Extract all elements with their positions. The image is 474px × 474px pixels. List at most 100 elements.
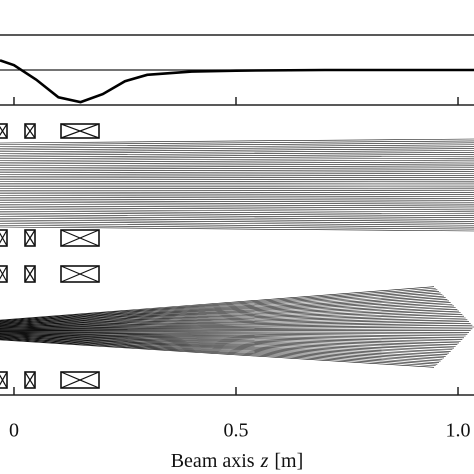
ray	[0, 214, 474, 218]
ray	[0, 195, 474, 197]
ray	[0, 335, 451, 352]
ray	[0, 167, 474, 170]
ray	[0, 159, 474, 163]
ray	[0, 152, 474, 156]
ray	[0, 161, 474, 165]
ray	[0, 292, 441, 322]
ray	[0, 169, 474, 172]
magnet	[0, 265, 8, 283]
ray	[0, 333, 461, 342]
magnet-cross	[60, 265, 100, 283]
ray	[0, 189, 474, 192]
ray	[0, 207, 474, 211]
ray	[0, 332, 465, 339]
ray	[0, 200, 474, 203]
ray	[0, 330, 470, 333]
ray	[0, 333, 460, 344]
ray	[0, 310, 460, 327]
ray	[0, 291, 440, 322]
ray	[0, 317, 466, 329]
ray	[0, 221, 474, 226]
magnet-cross	[24, 229, 36, 247]
ray	[0, 223, 474, 228]
ray	[0, 294, 443, 323]
ray	[0, 140, 474, 146]
ray	[0, 216, 474, 220]
ray	[0, 331, 466, 337]
ray	[0, 165, 474, 168]
magnet-cross	[24, 123, 36, 139]
ray	[0, 299, 448, 324]
ray	[0, 289, 438, 322]
ray	[0, 314, 463, 328]
ray	[0, 339, 435, 368]
ray	[0, 336, 448, 355]
x-tick-label: 1.0	[446, 420, 471, 442]
ray-fans	[0, 138, 474, 368]
ray	[0, 334, 455, 349]
ray	[0, 335, 450, 354]
ray	[0, 295, 445, 323]
ray	[0, 209, 474, 213]
ray	[0, 177, 474, 179]
ray	[0, 337, 445, 359]
magnet-cross	[24, 371, 36, 389]
ray	[0, 144, 474, 149]
magnet-cross	[60, 123, 100, 139]
ray	[0, 303, 453, 325]
ray	[0, 226, 474, 232]
ray	[0, 203, 474, 207]
ray	[0, 178, 474, 181]
ray	[0, 336, 446, 357]
ray	[0, 224, 474, 230]
ray	[0, 334, 456, 347]
ray	[0, 210, 474, 215]
magnet-cross	[24, 265, 36, 283]
magnet	[0, 229, 8, 247]
magnet-cross	[0, 229, 8, 244]
magnet-cross	[60, 229, 100, 247]
ray	[0, 198, 474, 201]
ray	[0, 157, 474, 161]
x-tick-label: 0.5	[224, 420, 249, 442]
ray	[0, 173, 474, 175]
ray	[0, 338, 440, 363]
ray	[0, 338, 441, 362]
ray	[0, 217, 474, 222]
x-tick-label: 0	[9, 420, 19, 442]
ray	[0, 142, 474, 147]
ray	[0, 297, 446, 324]
ray	[0, 333, 458, 345]
ray	[0, 138, 474, 144]
x-axis-unit: [m]	[274, 450, 303, 472]
ray	[0, 326, 474, 331]
ray	[0, 328, 473, 331]
ray	[0, 309, 458, 327]
ray	[0, 338, 438, 365]
ray	[0, 154, 474, 158]
ray	[0, 319, 468, 329]
ray	[0, 191, 474, 193]
ray	[0, 286, 435, 321]
ray	[0, 146, 474, 151]
ray	[0, 331, 468, 335]
ray	[0, 155, 474, 160]
ray	[0, 339, 436, 367]
ray	[0, 337, 443, 360]
ray	[0, 193, 474, 195]
ray	[0, 287, 436, 321]
ray	[0, 305, 455, 326]
ray	[0, 175, 474, 177]
ray	[0, 219, 474, 224]
ray	[0, 307, 456, 326]
ray	[0, 171, 474, 174]
ray	[0, 212, 474, 216]
ray	[0, 205, 474, 209]
ray	[0, 315, 465, 328]
ray	[0, 321, 470, 330]
x-axis-symbol: z	[260, 450, 269, 472]
ray	[0, 312, 461, 327]
ray	[0, 148, 474, 153]
magnet-cross	[0, 371, 8, 386]
